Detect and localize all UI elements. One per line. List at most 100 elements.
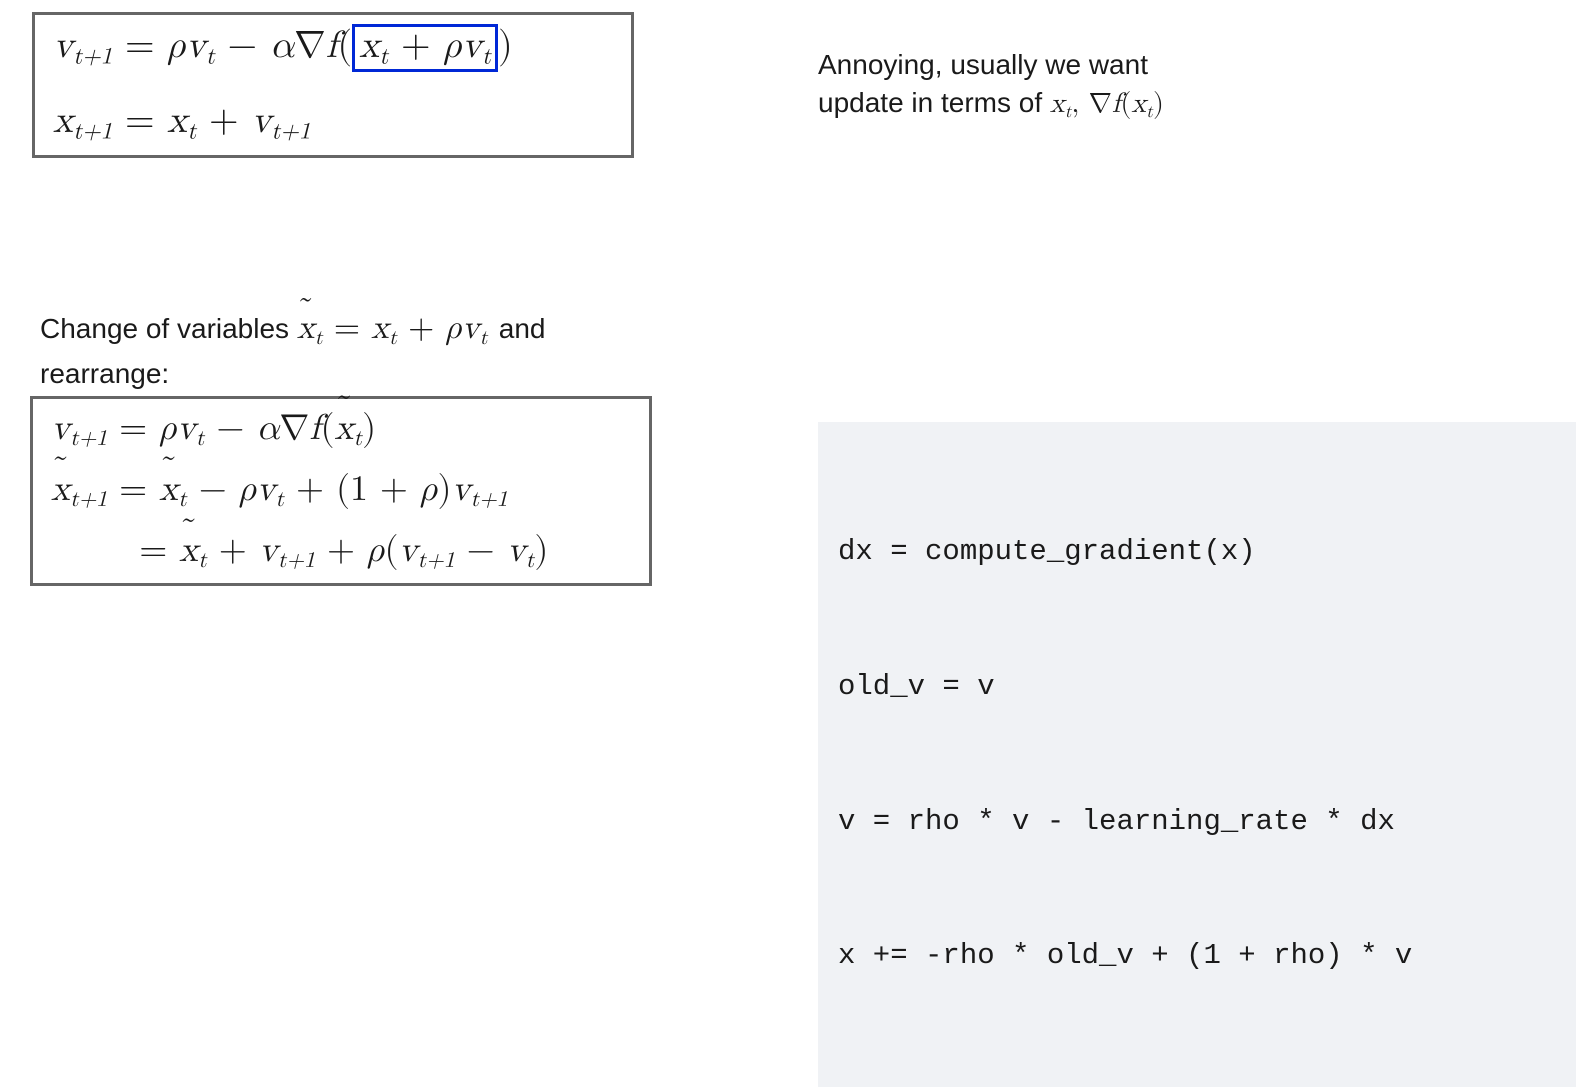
var-rho: ρ [443, 27, 462, 65]
plus-sign: + [315, 532, 367, 568]
var-rho: ρ [239, 471, 257, 507]
var-f: f [309, 410, 320, 446]
sub-t: t [178, 489, 187, 511]
sub-t-plus-1: t+1 [73, 45, 112, 69]
lparen: ( [1120, 90, 1131, 118]
equation-box-2: vt+1 = ρvt − α∇f(˜xt) ˜xt+1 = ˜xt − ρvt … [30, 396, 652, 586]
sub-t-plus-1: t+1 [70, 428, 107, 450]
code-line: old_v = v [838, 665, 1560, 710]
sub-t: t [482, 45, 491, 69]
annotation-line-2: rearrange: [40, 354, 545, 395]
minus-sign: − [204, 410, 256, 446]
number-one: 1 [350, 471, 368, 507]
lparen: ( [336, 471, 350, 507]
nabla-icon: ∇ [294, 27, 326, 65]
equation-box-1: vt+1 = ρvt − α∇f(xt + ρvt) xt+1 = xt + v… [32, 12, 634, 158]
equals-sign: = [107, 410, 159, 446]
sub-t-plus-1: t+1 [278, 551, 315, 573]
equals-sign: = [323, 311, 371, 345]
nabla-icon: ∇ [279, 410, 309, 446]
plus-sign: + [368, 471, 420, 507]
annotation-text: and [499, 313, 546, 344]
var-v: v [186, 27, 206, 65]
var-x: x [1050, 90, 1065, 118]
lookahead-highlight-box: xt + ρvt [352, 24, 498, 72]
var-v: v [51, 410, 70, 446]
equation-2-line-1: vt+1 = ρvt − α∇f(˜xt) [51, 407, 631, 452]
var-v: v [53, 27, 73, 65]
code-line: dx = compute_gradient(x) [838, 530, 1560, 575]
sub-t: t [479, 328, 487, 349]
plus-sign: + [284, 471, 336, 507]
code-block: dx = compute_gradient(x) old_v = v v = r… [818, 422, 1576, 1087]
var-f: f [326, 27, 338, 65]
sub-t-plus-1: t+1 [418, 551, 455, 573]
var-rho: ρ [420, 471, 438, 507]
minus-sign: − [215, 27, 270, 65]
equation-2-line-3: = ˜xt + vt+1 + ρ(vt+1 − vt) [51, 529, 631, 574]
minus-sign: − [187, 471, 239, 507]
equals-sign: = [112, 102, 167, 140]
annotation-line-1: Annoying, usually we want [818, 46, 1164, 84]
plus-sign: + [388, 27, 443, 65]
annotation-text: Change of variables [40, 313, 297, 344]
var-v: v [462, 27, 482, 65]
var-v: v [452, 471, 471, 507]
sub-t-plus-1: t+1 [73, 120, 112, 144]
var-alpha: α [256, 410, 279, 446]
sub-t: t [353, 428, 362, 450]
rparen: ) [1153, 90, 1164, 118]
var-v: v [507, 532, 526, 568]
var-v: v [399, 532, 418, 568]
rparen: ) [534, 532, 548, 568]
var-rho: ρ [367, 532, 385, 568]
rparen: ) [362, 410, 376, 446]
sub-t: t [275, 489, 284, 511]
plus-sign: + [207, 532, 259, 568]
var-v: v [259, 532, 278, 568]
var-x: x [371, 311, 389, 345]
equals-sign: = [112, 27, 167, 65]
rparen: ) [498, 27, 513, 65]
plus-sign: + [196, 102, 251, 140]
equation-1-line-2: xt+1 = xt + vt+1 [53, 98, 613, 147]
annotation-line-1: Change of variables ˜xt = xt + ρvt and [40, 304, 545, 354]
var-v: v [177, 410, 196, 446]
var-v: v [256, 471, 275, 507]
sub-t-plus-1: t+1 [271, 120, 310, 144]
code-line: x += -rho * old_v + (1 + rho) * v [838, 934, 1560, 979]
var-x: x [167, 102, 187, 140]
var-v: v [462, 311, 480, 345]
lparen: ( [385, 532, 399, 568]
var-rho: ρ [445, 311, 461, 345]
equals-sign: = [107, 471, 159, 507]
var-v: v [251, 102, 271, 140]
annotation-annoying: Annoying, usually we want update in term… [818, 46, 1164, 124]
lparen: ( [320, 410, 334, 446]
sub-t: t [198, 551, 207, 573]
equation-1-line-1: vt+1 = ρvt − α∇f(xt + ρvt) [53, 23, 613, 72]
sub-t: t [389, 328, 397, 349]
var-rho: ρ [167, 27, 186, 65]
sub-t: t [187, 120, 196, 144]
nabla-icon: ∇ [1089, 90, 1112, 118]
sub-t-plus-1: t+1 [70, 489, 107, 511]
var-x: x [53, 102, 73, 140]
annotation-change-of-variables: Change of variables ˜xt = xt + ρvt and r… [40, 304, 545, 395]
sub-t: t [206, 45, 215, 69]
equals-sign: = [139, 532, 179, 568]
code-line: v = rho * v - learning_rate * dx [838, 800, 1560, 845]
equation-2-line-2: ˜xt+1 = ˜xt − ρvt + (1 + ρ)vt+1 [51, 468, 631, 513]
annotation-text: update in terms of [818, 87, 1050, 118]
sub-t-plus-1: t+1 [471, 489, 508, 511]
var-alpha: α [270, 27, 294, 65]
lparen: ( [337, 27, 352, 65]
plus-sign: + [397, 311, 445, 345]
annotation-line-2: update in terms of xt, ∇f(xt) [818, 84, 1164, 124]
var-x: x [359, 27, 379, 65]
comma: , [1071, 90, 1088, 118]
var-x: x [1131, 90, 1146, 118]
sub-t: t [315, 328, 323, 349]
var-rho: ρ [159, 410, 177, 446]
minus-sign: − [455, 532, 507, 568]
